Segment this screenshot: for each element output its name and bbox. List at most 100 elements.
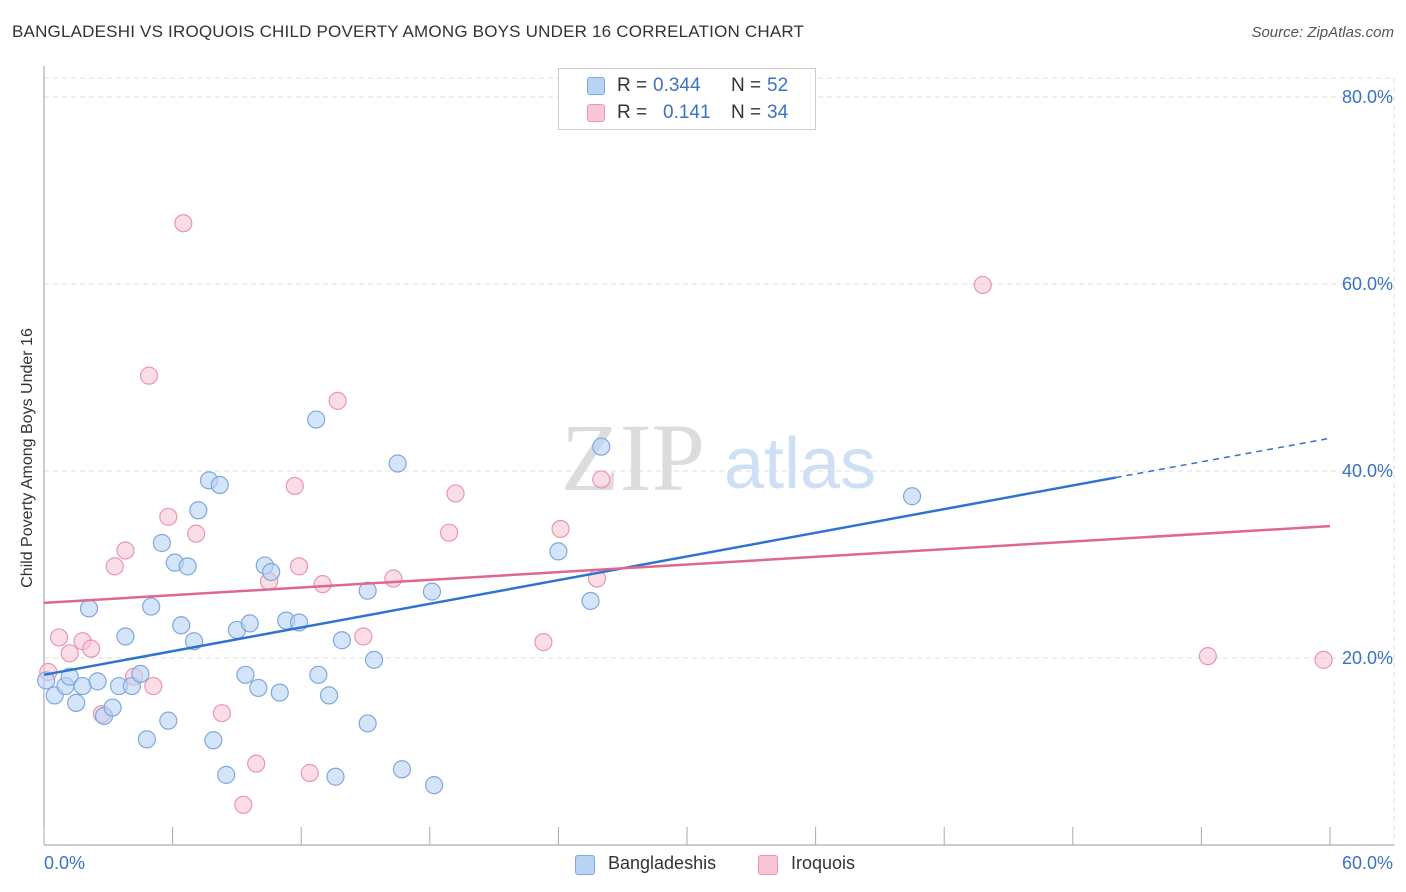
bangladeshi-point [116, 627, 135, 646]
bottom-legend-label: Iroquois [791, 853, 856, 873]
legend-r-label: R = [617, 75, 648, 96]
bangladeshi-point [581, 591, 600, 611]
iroquois-point [534, 633, 553, 652]
bangladeshi-point [37, 671, 56, 690]
bangladeshi-point [67, 693, 86, 712]
bangladeshi-point [142, 597, 161, 616]
bangladeshi-point [270, 683, 289, 702]
correlation-legend: R = 0.344 N = 52 R = 0.141 N = 34 [558, 68, 816, 130]
x-tick-labels: 0.0% 60.0% [44, 853, 1393, 873]
x-tick-label: 0.0% [44, 853, 85, 873]
bangladeshi-point [60, 667, 79, 686]
iroquois-point [300, 763, 319, 783]
iroquois-point [446, 484, 465, 503]
y-tick-labels: 20.0% 40.0% 60.0% 80.0% [1342, 87, 1393, 668]
bangladeshi-point [79, 599, 99, 618]
iroquois-point [174, 214, 193, 233]
iroquois-point [551, 519, 570, 539]
iroquois-point [973, 275, 992, 295]
bangladeshi-point [189, 501, 208, 520]
bangladeshi-point [592, 437, 611, 456]
watermark-zip: ZIP [561, 404, 705, 511]
bangladeshi-trend-line [43, 476, 1116, 677]
bangladeshi-point [217, 765, 236, 784]
iroquois-point [82, 639, 101, 658]
bangladeshi-point [73, 676, 92, 696]
iroquois-point [1314, 650, 1333, 669]
bangladeshi-point [204, 731, 223, 750]
bangladeshi-point [358, 714, 377, 733]
bangladeshi-point [902, 487, 922, 506]
iroquois-point [212, 704, 231, 723]
iroquois-point [247, 754, 266, 773]
iroquois-point [354, 627, 373, 646]
iroquois-point [289, 557, 309, 576]
bangladeshi-point [131, 664, 150, 683]
bangladeshi-point [392, 760, 412, 779]
iroquois-points [39, 214, 1333, 814]
y-tick-label: 40.0% [1342, 461, 1393, 481]
bangladeshi-points [37, 410, 922, 795]
iroquois-point [439, 523, 459, 542]
y-tick-label: 20.0% [1342, 648, 1393, 668]
bottom-legend-swatch-pink [758, 855, 778, 875]
legend-n-value: 52 [767, 75, 789, 96]
iroquois-point [1198, 647, 1217, 666]
trend-lines [43, 437, 1331, 677]
iroquois-point [234, 795, 253, 814]
iroquois-point [116, 541, 135, 560]
iroquois-point [592, 470, 611, 489]
bangladeshi-point [236, 665, 255, 684]
legend-swatch-blue [587, 77, 605, 95]
iroquois-point [285, 476, 304, 496]
bangladeshi-point [159, 711, 178, 730]
bangladeshi-point [309, 665, 328, 684]
bangladeshi-point [422, 582, 442, 601]
bangladeshi-point [210, 475, 229, 495]
iroquois-point [144, 676, 163, 696]
bangladeshi-point [319, 686, 339, 705]
bangladeshi-point [326, 767, 345, 786]
bangladeshi-point [262, 562, 281, 582]
iroquois-point [105, 557, 124, 576]
iroquois-trend-line [43, 524, 1331, 605]
bangladeshi-point [178, 557, 197, 576]
legend-r-value: 0.344 [653, 75, 701, 96]
bangladeshi-point [332, 631, 352, 650]
bangladeshi-point [88, 672, 107, 691]
iroquois-point [49, 628, 69, 647]
legend-n-label: N = [731, 102, 762, 123]
bangladeshi-point [549, 542, 568, 561]
iroquois-point [313, 575, 332, 594]
bangladeshi-point [307, 410, 326, 429]
legend-r-value: 0.141 [663, 102, 711, 123]
iroquois-point [384, 569, 403, 588]
bangladeshi-point [240, 614, 259, 633]
bottom-legend-label: Bangladeshis [608, 853, 717, 873]
bangladeshi-point [137, 730, 156, 749]
source-credit: Source: ZipAtlas.com [1251, 24, 1394, 41]
y-tick-label: 60.0% [1342, 274, 1393, 294]
legend-r-label: R = [617, 102, 648, 123]
bottom-legend-swatch-blue [575, 855, 595, 875]
bangladeshi-point [364, 650, 384, 669]
bangladeshi-point [358, 581, 377, 600]
legend-n-label: N = [731, 75, 762, 96]
bangladeshi-point [172, 616, 191, 635]
chart-title: BANGLADESHI VS IROQUOIS CHILD POVERTY AM… [12, 22, 805, 41]
watermark-atlas: atlas [724, 424, 876, 504]
x-tick-label: 60.0% [1342, 853, 1393, 873]
bangladeshi-point [103, 698, 122, 717]
y-tick-label: 80.0% [1342, 87, 1393, 107]
iroquois-point [187, 524, 206, 543]
bangladeshi-point [249, 678, 268, 698]
bangladeshi-point [424, 776, 444, 795]
axes [43, 66, 1394, 846]
bangladeshi-point [388, 454, 407, 473]
legend-n-value: 34 [767, 102, 789, 123]
bangladeshi-point [152, 533, 171, 553]
watermark: ZIP atlas [561, 404, 876, 511]
legend-swatch-pink [587, 104, 605, 122]
iroquois-point [60, 644, 79, 663]
